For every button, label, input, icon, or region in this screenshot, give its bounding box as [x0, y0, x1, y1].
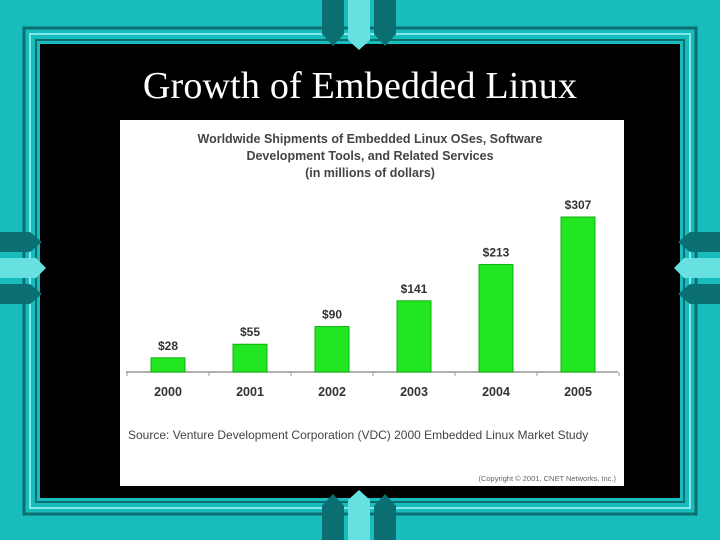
chart-copyright: (Copyright © 2001, CNET Networks, Inc.)	[478, 474, 616, 483]
bar-2004	[478, 263, 514, 373]
x-tick-label: 2005	[564, 385, 592, 399]
chart-source: Source: Venture Development Corporation …	[128, 428, 588, 442]
x-tick-label: 2002	[318, 385, 346, 399]
bar-2000	[150, 357, 186, 373]
chart-title-line: (in millions of dollars)	[305, 166, 435, 180]
x-tick-label: 2003	[400, 385, 428, 399]
data-label: $307	[565, 198, 592, 212]
chart-title-line: Worldwide Shipments of Embedded Linux OS…	[198, 132, 543, 146]
bar-2002	[314, 326, 350, 373]
bar-2001	[232, 343, 268, 373]
frame-ornament-right	[674, 232, 720, 304]
data-label: $213	[483, 245, 510, 259]
bar-chart: Worldwide Shipments of Embedded Linux OS…	[126, 132, 620, 483]
data-label: $55	[240, 325, 260, 339]
bar-2003	[396, 300, 432, 373]
chart-title-line: Development Tools, and Related Services	[246, 149, 493, 163]
data-label: $141	[401, 282, 428, 296]
data-label: $90	[322, 308, 342, 322]
data-label: $28	[158, 339, 178, 353]
x-tick-label: 2000	[154, 385, 182, 399]
frame-ornament-left	[0, 232, 46, 304]
frame-ornament-bottom	[322, 490, 396, 540]
x-tick-label: 2001	[236, 385, 264, 399]
chart-panel: Worldwide Shipments of Embedded Linux OS…	[120, 120, 624, 486]
frame-ornament-top	[322, 0, 396, 50]
x-tick-label: 2004	[482, 385, 510, 399]
slide-title: Growth of Embedded Linux	[142, 65, 578, 107]
bar-2005	[560, 216, 596, 373]
